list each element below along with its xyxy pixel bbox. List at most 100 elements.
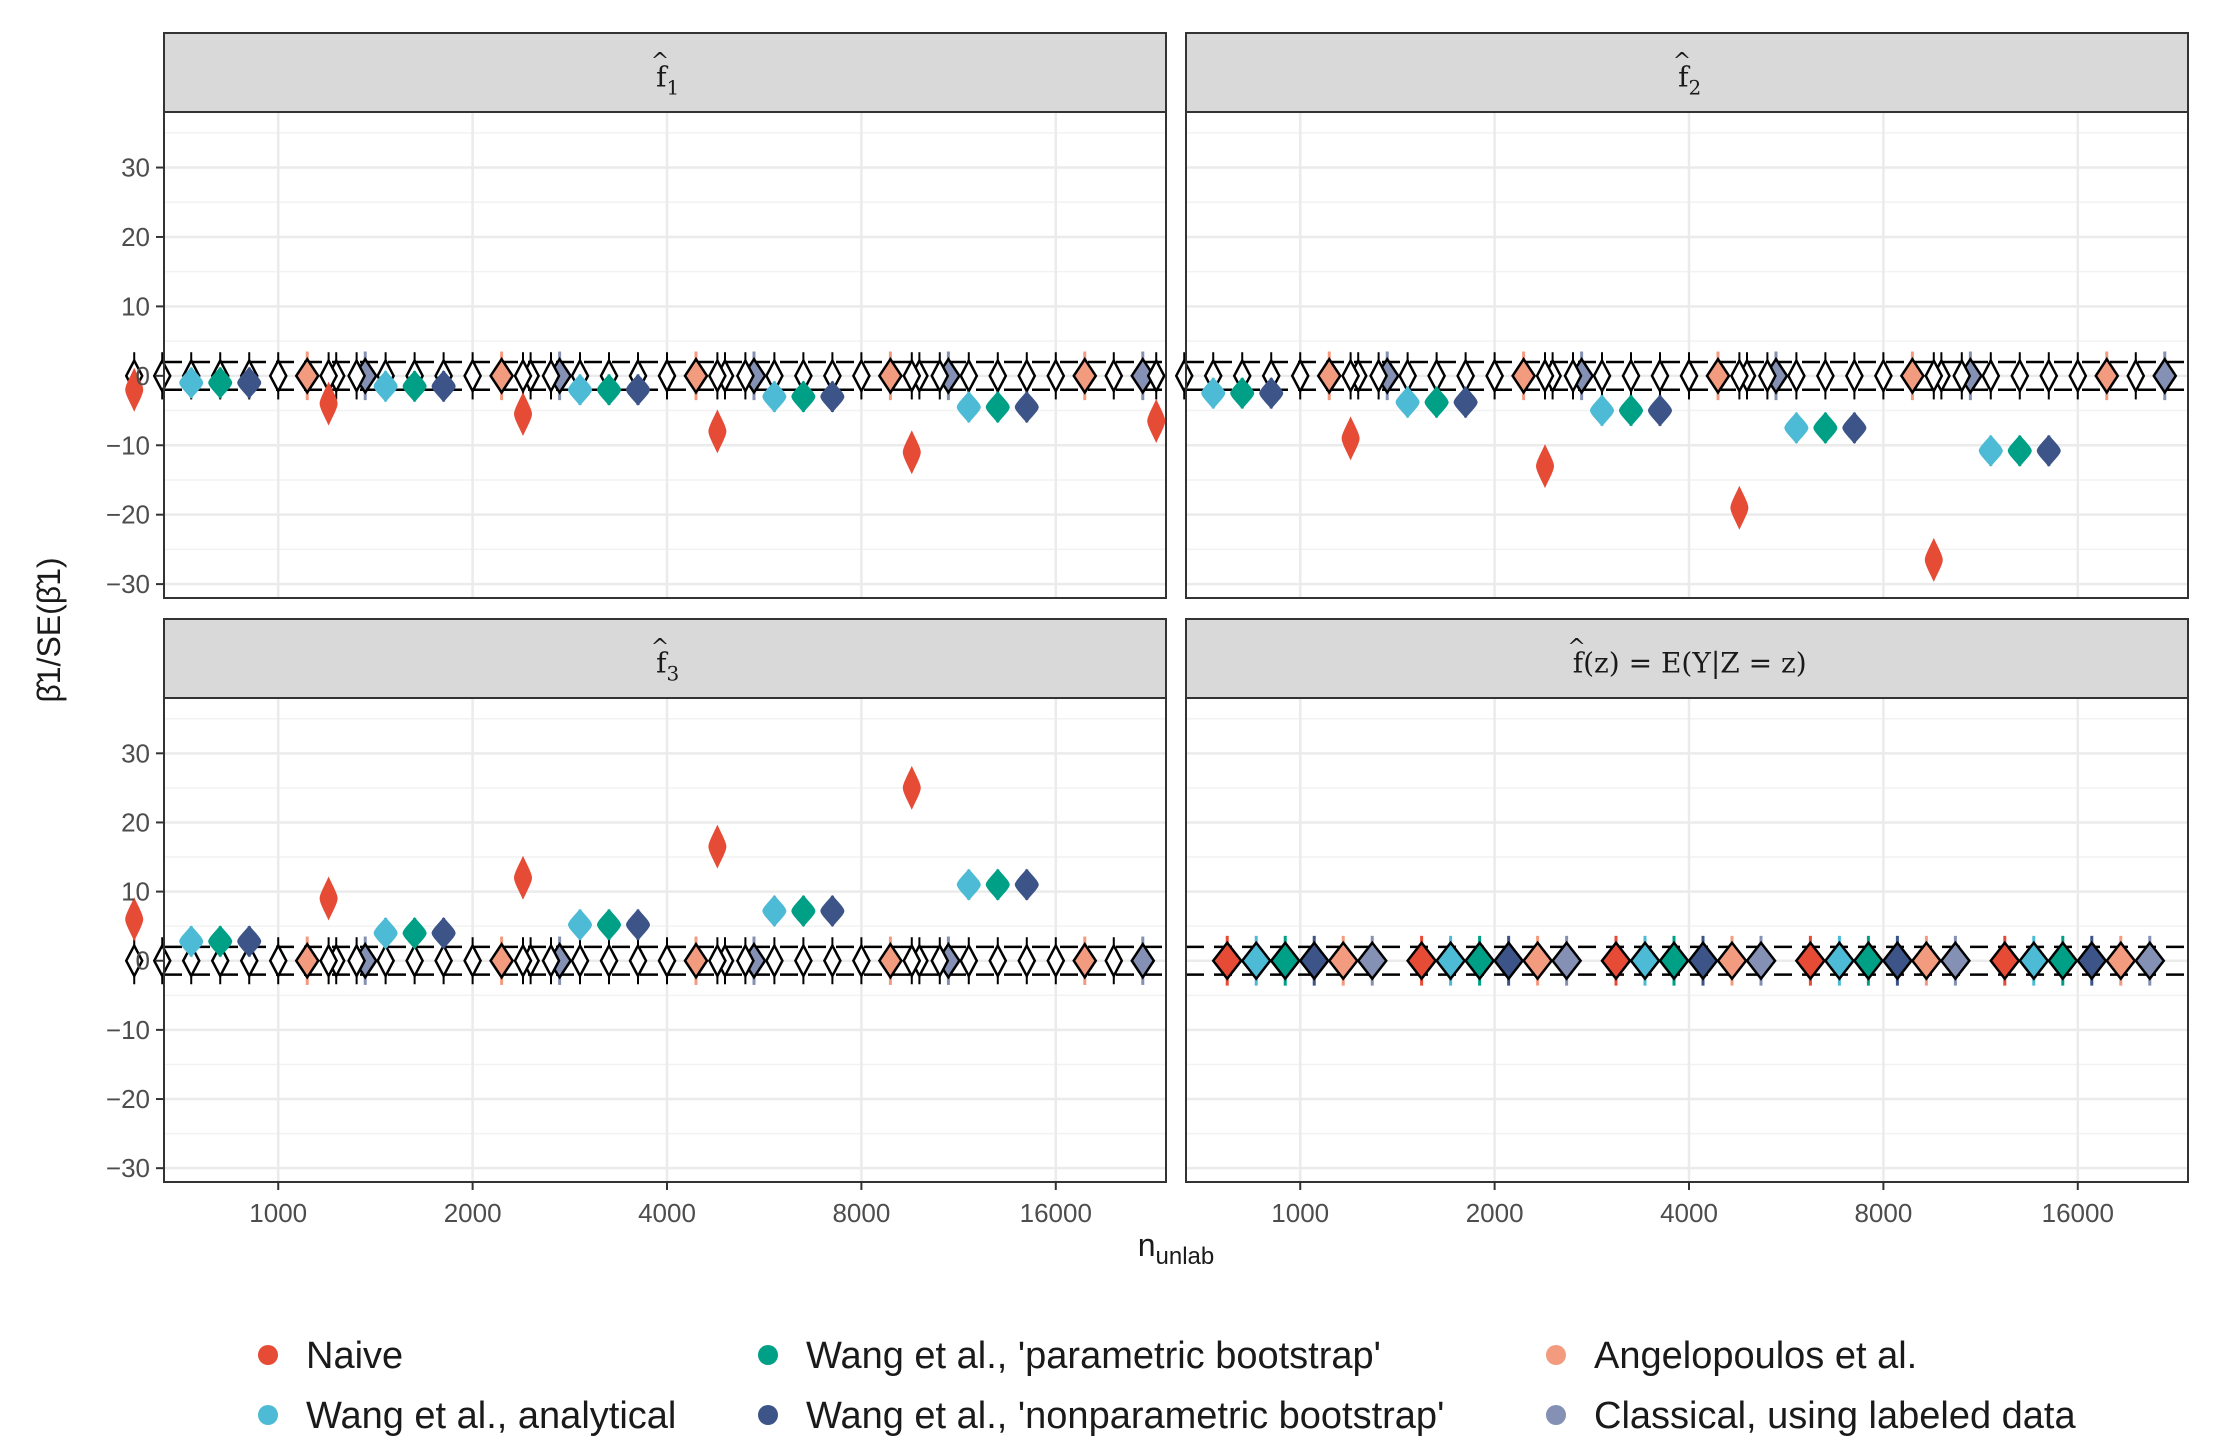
violin-wang_analytical (762, 380, 787, 413)
violin-wang_nonparam (237, 925, 262, 958)
violin-naive (1730, 485, 1749, 530)
legend-label: Angelopoulos et al. (1594, 1335, 1917, 1377)
diamond-wang_param (1269, 940, 1301, 981)
violin-wang_nonparam (431, 917, 456, 950)
reference-diamond (541, 942, 561, 979)
diamond-angelopoulos (2105, 940, 2137, 981)
diamond-angelopoulos (1511, 356, 1537, 395)
violin-wang_param (1424, 386, 1449, 419)
reference-diamond (599, 942, 619, 979)
legend-marker (258, 1345, 278, 1365)
reference-diamond (1679, 357, 1699, 394)
violin-wang_analytical (568, 373, 593, 406)
diamond-angelopoulos (1705, 356, 1731, 395)
violin-naive (514, 392, 533, 437)
reference-diamond (268, 942, 288, 979)
legend-item-wang_analytical: Wang et al., analytical (258, 1395, 676, 1437)
diamond-classical (1551, 940, 1583, 981)
reference-diamond (463, 942, 483, 979)
reference-diamond (570, 942, 590, 979)
reference-diamond (988, 942, 1008, 979)
reference-diamond (1786, 357, 1806, 394)
panels: ^f13020100−10−20−30^f2^f33020100−10−20−3… (106, 32, 2189, 1228)
reference-diamond (513, 357, 533, 394)
reference-diamond (268, 357, 288, 394)
x-tick-label: 16000 (2042, 1198, 2114, 1228)
violin-wang_nonparam (1259, 377, 1284, 410)
strip-label-base: f (656, 647, 669, 680)
violin-naive (1924, 537, 1943, 582)
strip-label: ^f(z) = E(Y|Z = z) (1567, 636, 1806, 680)
reference-diamond (1563, 357, 1583, 394)
reference-diamond (463, 357, 483, 394)
reference-diamond (628, 942, 648, 979)
diamond-angelopoulos (2094, 356, 2120, 395)
reference-diamond (2039, 357, 2059, 394)
x-tick-label: 1000 (249, 1198, 307, 1228)
diamond-angelopoulos (489, 356, 515, 395)
reference-diamond (319, 942, 339, 979)
violin-wang_nonparam (1453, 386, 1478, 419)
violin-wang_param (1813, 411, 1838, 444)
reference-diamond (1729, 357, 1749, 394)
diamond-naive (1211, 940, 1243, 981)
violin-naive (319, 876, 338, 921)
diamond-angelopoulos (489, 941, 515, 980)
reference-diamond (764, 942, 784, 979)
legend-label: Wang et al., 'parametric bootstrap' (806, 1335, 1381, 1377)
diamond-angelopoulos (1316, 356, 1342, 395)
violin-wang_analytical (1395, 386, 1420, 419)
diamond-wang_param (1658, 940, 1690, 981)
y-tick-label: 20 (121, 807, 150, 837)
panel-background (1186, 698, 2188, 1182)
diamond-angelopoulos (1910, 940, 1942, 981)
legend-label: Naive (306, 1335, 403, 1377)
violin-wang_analytical (1784, 411, 1809, 444)
reference-diamond (959, 942, 979, 979)
violin-wang_analytical (179, 925, 204, 958)
legend-item-classical: Classical, using labeled data (1546, 1395, 2076, 1437)
diamond-classical (2152, 356, 2178, 395)
violin-wang_nonparam (820, 380, 845, 413)
legend-marker (1546, 1405, 1566, 1425)
x-axis-title: nunlab (1138, 1227, 1215, 1270)
x-tick-label: 2000 (1466, 1198, 1524, 1228)
strip-background (163, 618, 1167, 699)
reference-diamond (434, 942, 454, 979)
violin-naive (125, 897, 144, 942)
strip-label-rest: (z) = E(Y|Z = z) (1583, 647, 1807, 680)
reference-diamond (902, 942, 922, 979)
y-tick-label: −10 (106, 430, 150, 460)
reference-diamond (1650, 357, 1670, 394)
reference-diamond (1290, 357, 1310, 394)
reference-diamond (851, 357, 871, 394)
legend-marker (1546, 1345, 1566, 1365)
y-tick-label: 0 (136, 946, 150, 976)
diamond-angelopoulos (877, 356, 903, 395)
legend: Naive Wang et al., 'parametric bootstrap'… (258, 1335, 2076, 1437)
violin-wang_analytical (1590, 394, 1615, 427)
diamond-wang_analytical (1629, 940, 1661, 981)
diamond-angelopoulos (1072, 356, 1098, 395)
violin-wang_analytical (373, 917, 398, 950)
legend-marker (758, 1405, 778, 1425)
strip-label: ^f2 (1673, 50, 1702, 100)
violin-naive (1147, 398, 1166, 443)
violin-wang_param (791, 894, 816, 927)
strip-background (1185, 32, 2189, 113)
violin-wang_nonparam (2036, 434, 2061, 467)
violin-wang_nonparam (237, 366, 262, 399)
strip-background (1185, 618, 2189, 699)
diamond-wang_analytical (1823, 940, 1855, 981)
violin-naive (902, 765, 921, 810)
strip-label: ^f1 (651, 50, 680, 100)
diamond-classical (1130, 941, 1156, 980)
diamond-classical (1939, 940, 1971, 981)
reference-diamond (657, 942, 677, 979)
violin-wang_analytical (956, 868, 981, 901)
diamond-angelopoulos (1716, 940, 1748, 981)
violin-wang_param (208, 925, 233, 958)
violin-wang_analytical (179, 366, 204, 399)
diamond-wang_nonparam (1298, 940, 1330, 981)
strip-label-hat: ^ (651, 636, 669, 661)
